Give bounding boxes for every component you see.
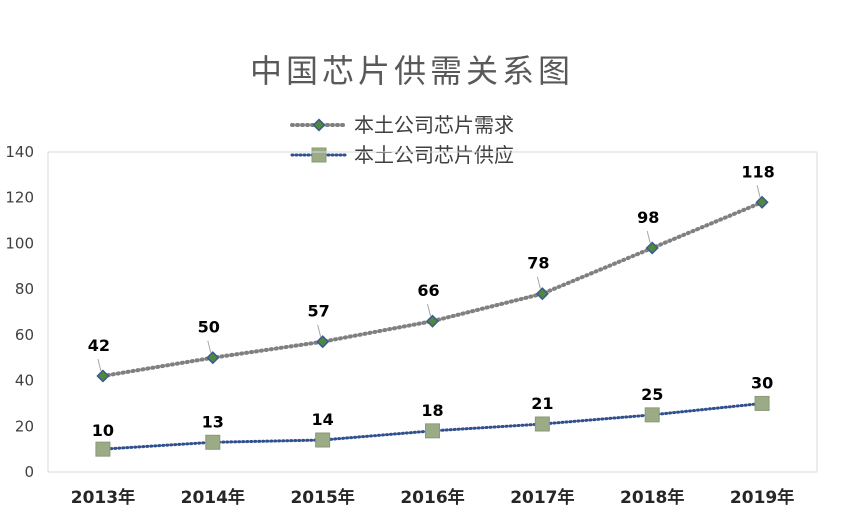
- data-label: 57: [308, 302, 330, 321]
- y-axis: 0 20 40 60 80 100 120 140: [5, 143, 34, 481]
- x-tick-label: 2018年: [620, 487, 684, 508]
- x-tick-label: 2016年: [400, 487, 464, 508]
- data-point: [754, 395, 770, 411]
- legend-label: 本土公司芯片供应: [354, 143, 514, 167]
- data-label: 10: [92, 421, 114, 440]
- data-label: 30: [751, 373, 773, 392]
- leader-line: [427, 304, 431, 317]
- data-point: [316, 335, 330, 349]
- data-point: [535, 287, 549, 301]
- data-label: 13: [202, 412, 224, 431]
- series-2: [95, 395, 770, 457]
- data-label: 50: [198, 318, 220, 337]
- x-tick-label: 2019年: [730, 487, 794, 508]
- data-label: 42: [88, 336, 110, 355]
- data-point: [205, 434, 221, 450]
- y-tick-label: 80: [15, 280, 34, 298]
- leader-line: [207, 340, 212, 353]
- x-axis: 2013年 2014年 2015年 2016年 2017年 2018年 2019年: [71, 487, 794, 508]
- data-point: [425, 314, 440, 328]
- data-label: 21: [531, 394, 553, 413]
- data-label: 18: [421, 401, 443, 420]
- data-label: 98: [637, 208, 659, 227]
- leader-line: [317, 324, 322, 337]
- data-point: [206, 351, 220, 365]
- y-tick-label: 0: [24, 463, 34, 481]
- leader-line: [536, 276, 541, 289]
- chart-title: 中国芯片供需关系图: [250, 52, 574, 90]
- legend-swatch-marker: [311, 147, 327, 163]
- plot-border: [47, 151, 818, 473]
- data-point: [425, 423, 440, 439]
- y-tick-label: 140: [5, 143, 34, 161]
- data-point: [95, 441, 111, 457]
- x-tick-label: 2013年: [71, 487, 135, 508]
- data-label: 78: [527, 254, 549, 273]
- y-tick-label: 60: [15, 326, 34, 344]
- legend-item: 本土公司芯片供应: [290, 143, 514, 167]
- y-tick-label: 40: [15, 372, 34, 390]
- data-point: [755, 195, 769, 209]
- data-label: 66: [417, 281, 439, 300]
- data-point: [315, 432, 331, 448]
- data-point: [645, 241, 659, 255]
- y-tick-label: 120: [5, 189, 34, 207]
- plot-area: [47, 151, 818, 473]
- data-label: 118: [741, 162, 774, 181]
- data-point: [534, 416, 550, 432]
- data-point: [96, 369, 110, 383]
- legend-item: 本土公司芯片需求: [290, 113, 514, 137]
- y-tick-label: 100: [5, 234, 34, 252]
- legend-label: 本土公司芯片需求: [354, 113, 514, 137]
- data-label: 25: [641, 385, 663, 404]
- data-label: 14: [312, 410, 334, 429]
- x-tick-label: 2017年: [510, 487, 574, 508]
- leader-line: [97, 358, 102, 372]
- x-tick-label: 2015年: [290, 487, 354, 508]
- data-labels: 42 50 57 66 78 98 118 10 13 14 18 21 25 30: [88, 162, 775, 440]
- data-point: [644, 407, 660, 423]
- legend-swatch-marker: [312, 118, 326, 132]
- leader-line: [756, 185, 761, 198]
- leader-line: [646, 230, 651, 244]
- y-tick-label: 20: [15, 417, 34, 435]
- x-tick-label: 2014年: [181, 487, 245, 508]
- series-layer: [95, 195, 770, 457]
- series-1: [96, 195, 769, 383]
